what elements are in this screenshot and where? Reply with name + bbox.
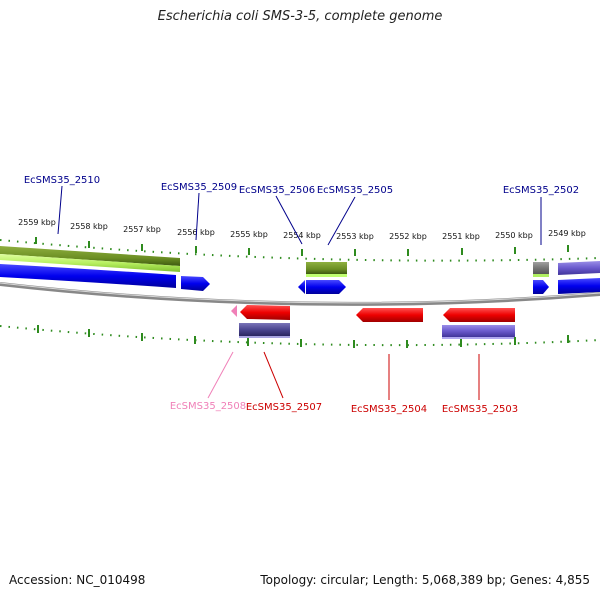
outer-major-ticks	[35, 237, 569, 256]
topology-text: Topology: circular; Length: 5,068,389 bp…	[260, 573, 590, 587]
forward-gene-2506	[298, 280, 305, 294]
gray-feature-strip	[533, 274, 549, 277]
gene-label-2503: EcSMS35_2503	[442, 404, 518, 415]
purple-feature-2503-strip	[442, 337, 515, 339]
genome-title: Escherichia coli SMS-3-5, complete genom…	[157, 9, 443, 24]
forward-gene-2505	[306, 280, 346, 294]
gene-label-2508: EcSMS35_2508	[170, 401, 246, 412]
gene-label-2506: EcSMS35_2506	[239, 185, 315, 196]
pseudo-gene-2508	[231, 305, 237, 317]
forward-gene-2510	[0, 264, 176, 288]
leader-2508	[207, 351, 234, 399]
gene-label-2509: EcSMS35_2509	[161, 182, 237, 193]
kbp-label: 2558 kbp	[70, 222, 108, 231]
gene-label-2502: EcSMS35_2502	[503, 185, 579, 196]
purple-feature-2507-strip	[239, 336, 290, 338]
cds-lightgreen-band	[0, 254, 180, 272]
kbp-label: 2555 kbp	[230, 230, 268, 239]
kbp-label: 2554 kbp	[283, 231, 321, 240]
genome-backbone-highlight	[0, 282, 600, 304]
purple-feature-2507	[239, 323, 290, 336]
kbp-label: 2549 kbp	[548, 229, 586, 238]
gene-label-2505: EcSMS35_2505	[317, 185, 393, 196]
gene-label-2504: EcSMS35_2504	[351, 404, 427, 415]
inner-major-ticks	[37, 325, 569, 348]
top-leader-lines	[57, 185, 542, 246]
kbp-label: 2557 kbp	[123, 225, 161, 234]
genome-backbone	[0, 282, 600, 306]
kbp-label: 2551 kbp	[442, 232, 480, 241]
forward-gene-right	[558, 278, 600, 294]
cds-green-band	[0, 246, 180, 266]
kbp-labels: 2559 kbp 2558 kbp 2557 kbp 2556 kbp 2555…	[18, 218, 586, 241]
kbp-label: 2559 kbp	[18, 218, 56, 227]
cds-lightgreen-2505	[306, 274, 347, 277]
cds-green-2505	[306, 262, 347, 274]
kbp-label: 2550 kbp	[495, 231, 533, 240]
forward-gene-2502	[533, 280, 549, 294]
accession-text: Accession: NC_010498	[9, 573, 146, 587]
bottom-leader-lines	[263, 351, 480, 400]
gene-label-2510: EcSMS35_2510	[24, 175, 100, 186]
gray-feature-2502	[533, 262, 549, 274]
kbp-label: 2553 kbp	[336, 232, 374, 241]
purple-feature-2503	[442, 325, 515, 337]
purple-feature-right	[558, 261, 600, 275]
reverse-gene-2504	[356, 308, 423, 322]
forward-gene-2509	[181, 276, 210, 291]
gene-label-2507: EcSMS35_2507	[246, 402, 322, 413]
kbp-label: 2552 kbp	[389, 232, 427, 241]
reverse-gene-2503	[443, 308, 515, 322]
reverse-gene-2507	[240, 305, 290, 320]
